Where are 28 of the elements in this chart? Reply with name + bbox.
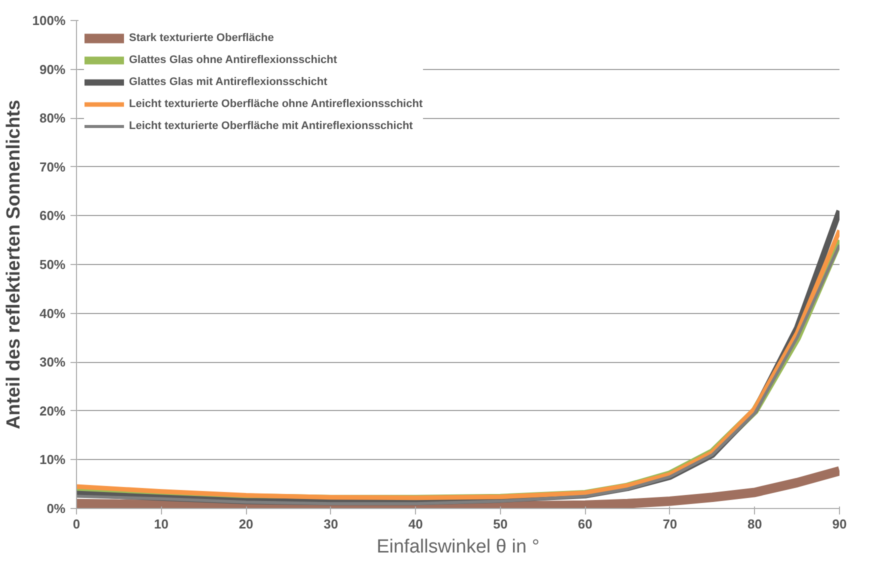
y-tick-label: 90%	[39, 62, 66, 77]
x-tick-label: 40	[408, 516, 423, 532]
y-tick-label: 70%	[39, 159, 66, 174]
y-tick-label: 10%	[39, 452, 66, 468]
x-tick-label: 30	[324, 516, 338, 532]
x-axis-title: Einfallswinkel θ in °	[376, 536, 540, 558]
y-tick-label: 20%	[39, 403, 66, 418]
x-tick-label: 60	[578, 516, 592, 532]
y-tick-label: 100%	[32, 13, 66, 28]
legend-label: Leicht texturierte Oberfläche ohne Antireflexionsschicht	[129, 98, 423, 110]
y-axis-title: Anteil des reflektierten Sonnenlichts	[3, 100, 24, 430]
x-tick-label: 0	[72, 516, 80, 532]
x-tick-label: 50	[493, 516, 508, 532]
y-tick-label: 50%	[39, 257, 66, 272]
y-tick-label: 80%	[39, 110, 66, 126]
x-tick-label: 90	[832, 516, 847, 532]
x-tick-label: 10	[154, 516, 169, 532]
x-tick-label: 80	[747, 516, 762, 532]
y-tick-label: 40%	[39, 306, 66, 321]
x-tick-label: 20	[238, 516, 254, 532]
legend-label: Leicht texturierte Oberfläche mit Antireflexionsschicht	[129, 120, 413, 132]
legend-label: Glattes Glas mit Antireflexionsschicht	[129, 76, 328, 88]
y-tick-label: 30%	[39, 354, 66, 370]
x-tick-label: 70	[662, 516, 678, 532]
y-tick-label: 0%	[46, 501, 66, 516]
y-tick-label: 60%	[39, 208, 66, 224]
legend-label: Stark texturierte Oberfläche	[129, 32, 274, 44]
legend-label: Glattes Glas ohne Antireflexionsschicht	[129, 54, 338, 66]
